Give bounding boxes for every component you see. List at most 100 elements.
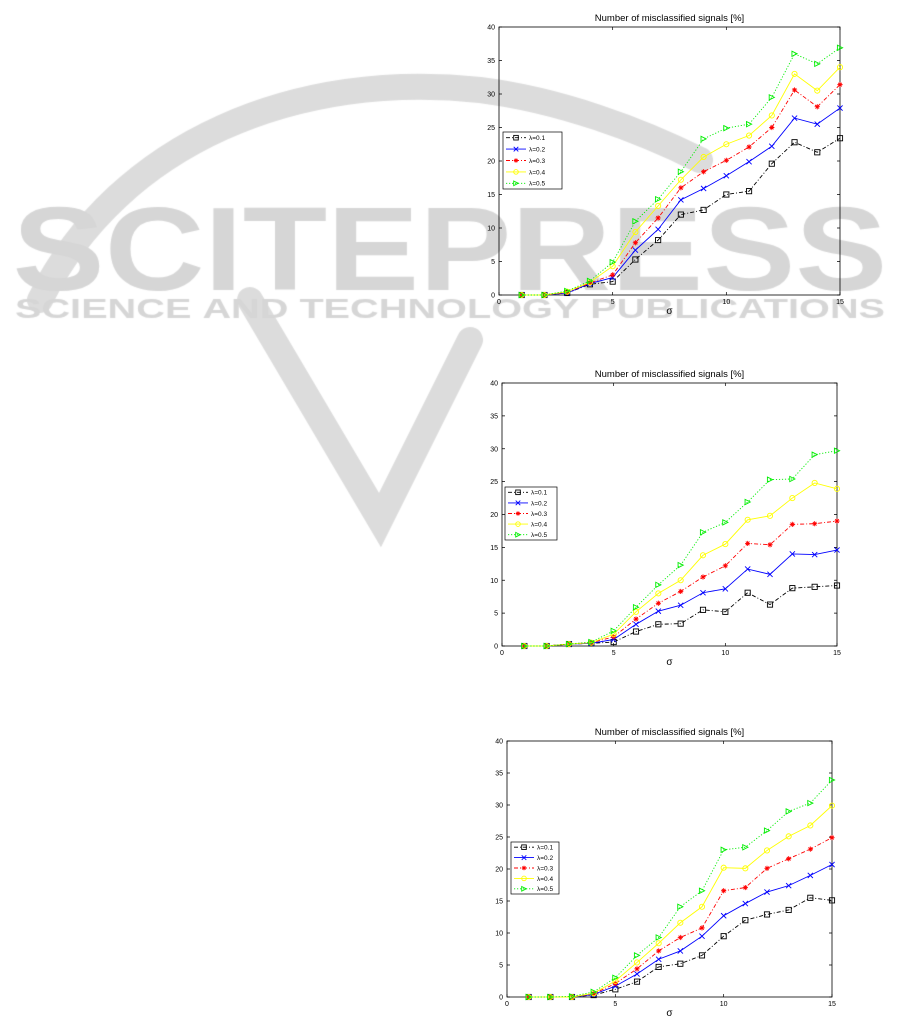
legend-item: λ=0.2	[514, 854, 553, 862]
series-line	[521, 137, 841, 296]
y-tick-label: 10	[490, 578, 498, 585]
data-point-triangle-right	[586, 277, 594, 285]
y-tick-label: 30	[495, 803, 503, 810]
legend-item: λ=0.3	[506, 158, 545, 165]
legend-item: λ=0.5	[508, 531, 547, 539]
data-point-x	[768, 143, 775, 150]
x-tick-label: 0	[500, 650, 504, 657]
data-point-x	[789, 551, 796, 557]
y-tick-label: 0	[494, 644, 498, 651]
data-point-x	[655, 956, 662, 963]
data-point-circle	[811, 479, 818, 486]
data-point-triangle-right	[744, 498, 752, 506]
data-point-x	[655, 226, 662, 233]
data-point-star	[722, 563, 728, 569]
data-point-star	[678, 588, 684, 595]
x-tick-label: 5	[611, 299, 615, 306]
data-point-circle	[513, 169, 519, 175]
data-point-square	[699, 606, 707, 613]
series-lambda-5	[525, 776, 836, 1001]
data-point-triangle-right	[521, 885, 528, 892]
y-tick-label: 10	[495, 931, 503, 938]
data-point-star	[655, 600, 661, 606]
legend-label: λ=0.5	[537, 886, 553, 893]
legend-label: λ=0.5	[529, 181, 545, 188]
legend-label: λ=0.2	[537, 855, 553, 862]
x-tick-label: 10	[722, 299, 730, 306]
data-point-square	[655, 963, 662, 970]
y-tick-label: 15	[487, 192, 495, 199]
data-point-x	[677, 196, 684, 203]
data-point-circle	[791, 70, 798, 77]
data-point-x	[814, 121, 821, 128]
data-point-star	[591, 991, 597, 997]
y-tick-label: 30	[490, 446, 498, 453]
data-point-triangle-right	[814, 60, 821, 68]
data-point-square	[700, 206, 707, 213]
data-point-square	[768, 160, 775, 167]
x-tick-label: 10	[721, 650, 729, 657]
data-point-circle	[699, 552, 707, 559]
x-tick-label: 0	[497, 299, 501, 306]
x-axis-label: σ	[666, 657, 673, 668]
series-line	[528, 837, 833, 998]
data-point-triangle-right	[677, 168, 685, 176]
legend-item: λ=0.4	[514, 875, 553, 883]
data-point-square	[515, 489, 521, 496]
data-point-triangle-right	[811, 451, 819, 458]
data-point-square	[513, 134, 519, 141]
series-lambda-5	[521, 447, 841, 650]
data-point-triangle-right	[543, 642, 551, 650]
data-point-triangle-right	[836, 44, 844, 52]
legend-label: λ=0.5	[531, 532, 547, 539]
data-point-square	[677, 960, 684, 967]
x-tick-label: 10	[720, 1001, 728, 1008]
data-point-star	[721, 888, 727, 894]
data-point-x	[829, 861, 835, 868]
data-point-x	[720, 912, 727, 919]
data-point-x	[700, 185, 707, 192]
data-point-x	[677, 948, 684, 954]
data-point-circle	[768, 112, 775, 119]
legend-label: λ=0.1	[531, 490, 547, 497]
data-point-circle	[836, 64, 844, 71]
data-point-x	[521, 854, 527, 861]
data-point-x	[807, 872, 814, 879]
x-tick-label: 5	[613, 1001, 617, 1008]
legend-label: λ=0.2	[531, 500, 547, 507]
legend-label: λ=0.1	[529, 135, 545, 142]
data-point-square	[836, 135, 844, 142]
chart-title: Number of misclassified signals [%]	[595, 369, 744, 380]
data-point-square	[609, 278, 616, 285]
y-tick-label: 5	[491, 259, 495, 266]
series-line	[528, 805, 833, 998]
data-point-x	[632, 247, 639, 254]
chart-3: Number of misclassified signals [%] 0 5 10 1…	[495, 727, 836, 1019]
data-point-circle	[742, 865, 749, 872]
data-point-star	[834, 518, 840, 524]
x-axis-label: σ	[666, 306, 673, 317]
data-point-triangle-right	[655, 195, 662, 203]
data-point-triangle-right	[677, 903, 684, 911]
legend-item: λ=0.1	[508, 489, 547, 497]
data-point-star	[634, 966, 640, 972]
data-point-triangle-right	[746, 120, 753, 128]
data-point-star	[767, 542, 773, 548]
data-point-circle	[833, 485, 841, 492]
data-point-star	[742, 884, 748, 891]
data-point-star	[812, 521, 818, 527]
data-point-circle	[677, 176, 684, 183]
series-lambda-4	[518, 64, 844, 299]
data-point-x	[837, 105, 843, 111]
data-point-triangle-right	[723, 124, 730, 132]
legend-label: λ=0.2	[529, 147, 545, 154]
data-point-star	[515, 511, 521, 516]
legend-item: λ=0.2	[506, 146, 545, 154]
legend-box	[504, 486, 558, 541]
data-point-star	[764, 865, 770, 871]
y-tick-label: 10	[487, 226, 495, 233]
data-point-circle	[766, 512, 774, 519]
data-point-triangle-right	[791, 50, 799, 58]
legend-item: λ=0.5	[506, 180, 545, 188]
chart-title: Number of misclassified signals [%]	[595, 13, 744, 24]
